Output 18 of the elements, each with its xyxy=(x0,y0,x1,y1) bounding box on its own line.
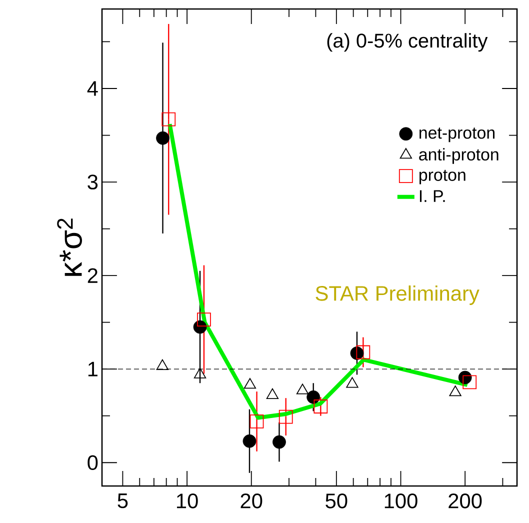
x-tick-label: 200 xyxy=(448,494,482,508)
x-tick-label: 5 xyxy=(118,494,128,508)
y-tick-label: 4 xyxy=(87,81,98,96)
legend-label: proton xyxy=(420,170,466,184)
y-tick-label: 1 xyxy=(88,362,98,376)
legend-label: I. P. xyxy=(420,190,445,202)
x-tick-label: 100 xyxy=(384,494,418,508)
y-axis-title: κ*σ$^{2}$ xyxy=(57,218,82,276)
y-tick-label: 2 xyxy=(88,268,98,283)
x-tick-label: 10 xyxy=(177,494,198,508)
annotation: STAR Preliminary xyxy=(316,285,480,305)
y-tick-label: 3 xyxy=(88,174,98,190)
x-tick-label: 20 xyxy=(240,494,262,508)
annotation: (a) 0-5% centrality xyxy=(327,33,488,52)
legend-label: net-proton xyxy=(420,128,494,142)
y-tick-label: 0 xyxy=(88,455,98,470)
x-tick-label: 50 xyxy=(326,494,348,508)
legend-label: anti-proton xyxy=(419,148,498,164)
